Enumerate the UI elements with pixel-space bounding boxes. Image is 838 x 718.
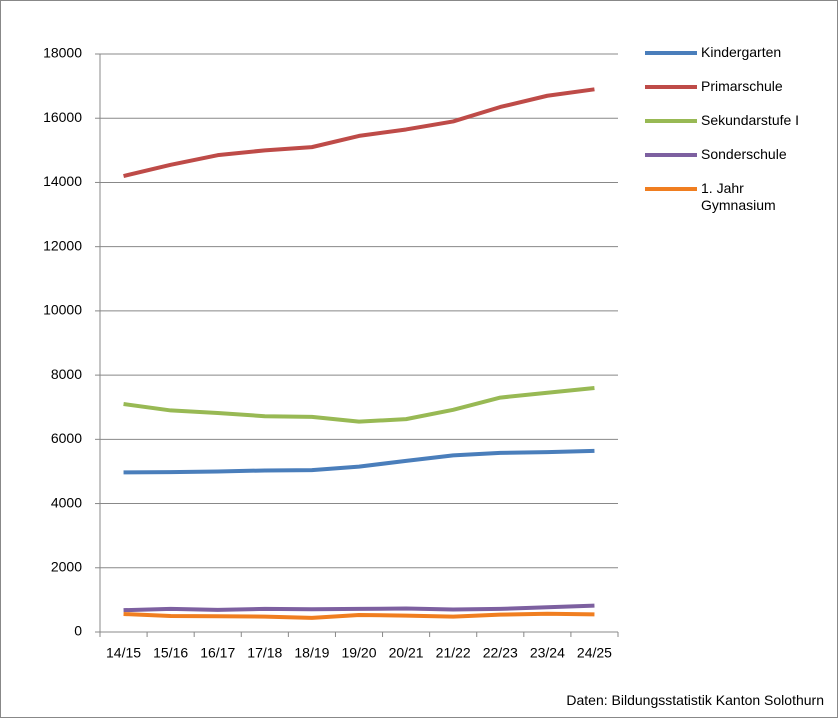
legend: Kindergarten Primarschule Sekundarstufe I S…: [645, 44, 830, 231]
x-tick-label: 16/17: [200, 645, 235, 661]
y-tick-label: 12000: [43, 237, 82, 253]
legend-label: Primarschule: [701, 78, 783, 94]
legend-item: 1. Jahr Gymnasium: [645, 180, 830, 214]
x-tick-label: 21/22: [436, 645, 471, 661]
series-line: [123, 611, 595, 620]
legend-item: Primarschule: [645, 78, 830, 95]
legend-swatch: [645, 85, 697, 89]
series-line: [123, 603, 595, 613]
x-tick-label: 15/16: [153, 645, 188, 661]
series-line: [123, 385, 595, 424]
legend-label: Sonderschule: [701, 146, 787, 162]
y-tick-label: 8000: [51, 366, 82, 382]
y-tick-label: 18000: [43, 45, 82, 61]
y-tick-label: 10000: [43, 302, 82, 318]
x-tick-label: 22/23: [483, 645, 518, 661]
x-tick-label: 20/21: [389, 645, 424, 661]
legend-item: Kindergarten: [645, 44, 830, 61]
x-tick-label: 24/25: [577, 645, 612, 661]
series-line: [123, 448, 595, 475]
y-tick-label: 6000: [51, 430, 82, 446]
x-tick-label: 17/18: [247, 645, 282, 661]
y-tick-label: 4000: [51, 494, 82, 510]
x-tick-label: 23/24: [530, 645, 565, 661]
legend-item: Sonderschule: [645, 146, 830, 163]
y-tick-label: 16000: [43, 109, 82, 125]
legend-item: Sekundarstufe I: [645, 112, 830, 129]
y-tick-label: 14000: [43, 173, 82, 189]
x-tick-label: 19/20: [341, 645, 376, 661]
legend-label: Sekundarstufe I: [701, 112, 800, 128]
legend-swatch: [645, 153, 697, 157]
series-line: [123, 87, 595, 178]
y-tick-label: 2000: [51, 558, 82, 574]
legend-swatch: [645, 51, 697, 55]
legend-label: 1. Jahr Gymnasium: [701, 180, 776, 213]
x-tick-label: 14/15: [106, 645, 141, 661]
x-tick-label: 18/19: [294, 645, 329, 661]
source-note: Daten: Bildungsstatistik Kanton Solothur…: [566, 692, 824, 708]
legend-swatch: [645, 119, 697, 123]
y-tick-label: 0: [74, 623, 82, 639]
legend-swatch: [645, 187, 697, 191]
legend-label: Kindergarten: [701, 44, 782, 60]
